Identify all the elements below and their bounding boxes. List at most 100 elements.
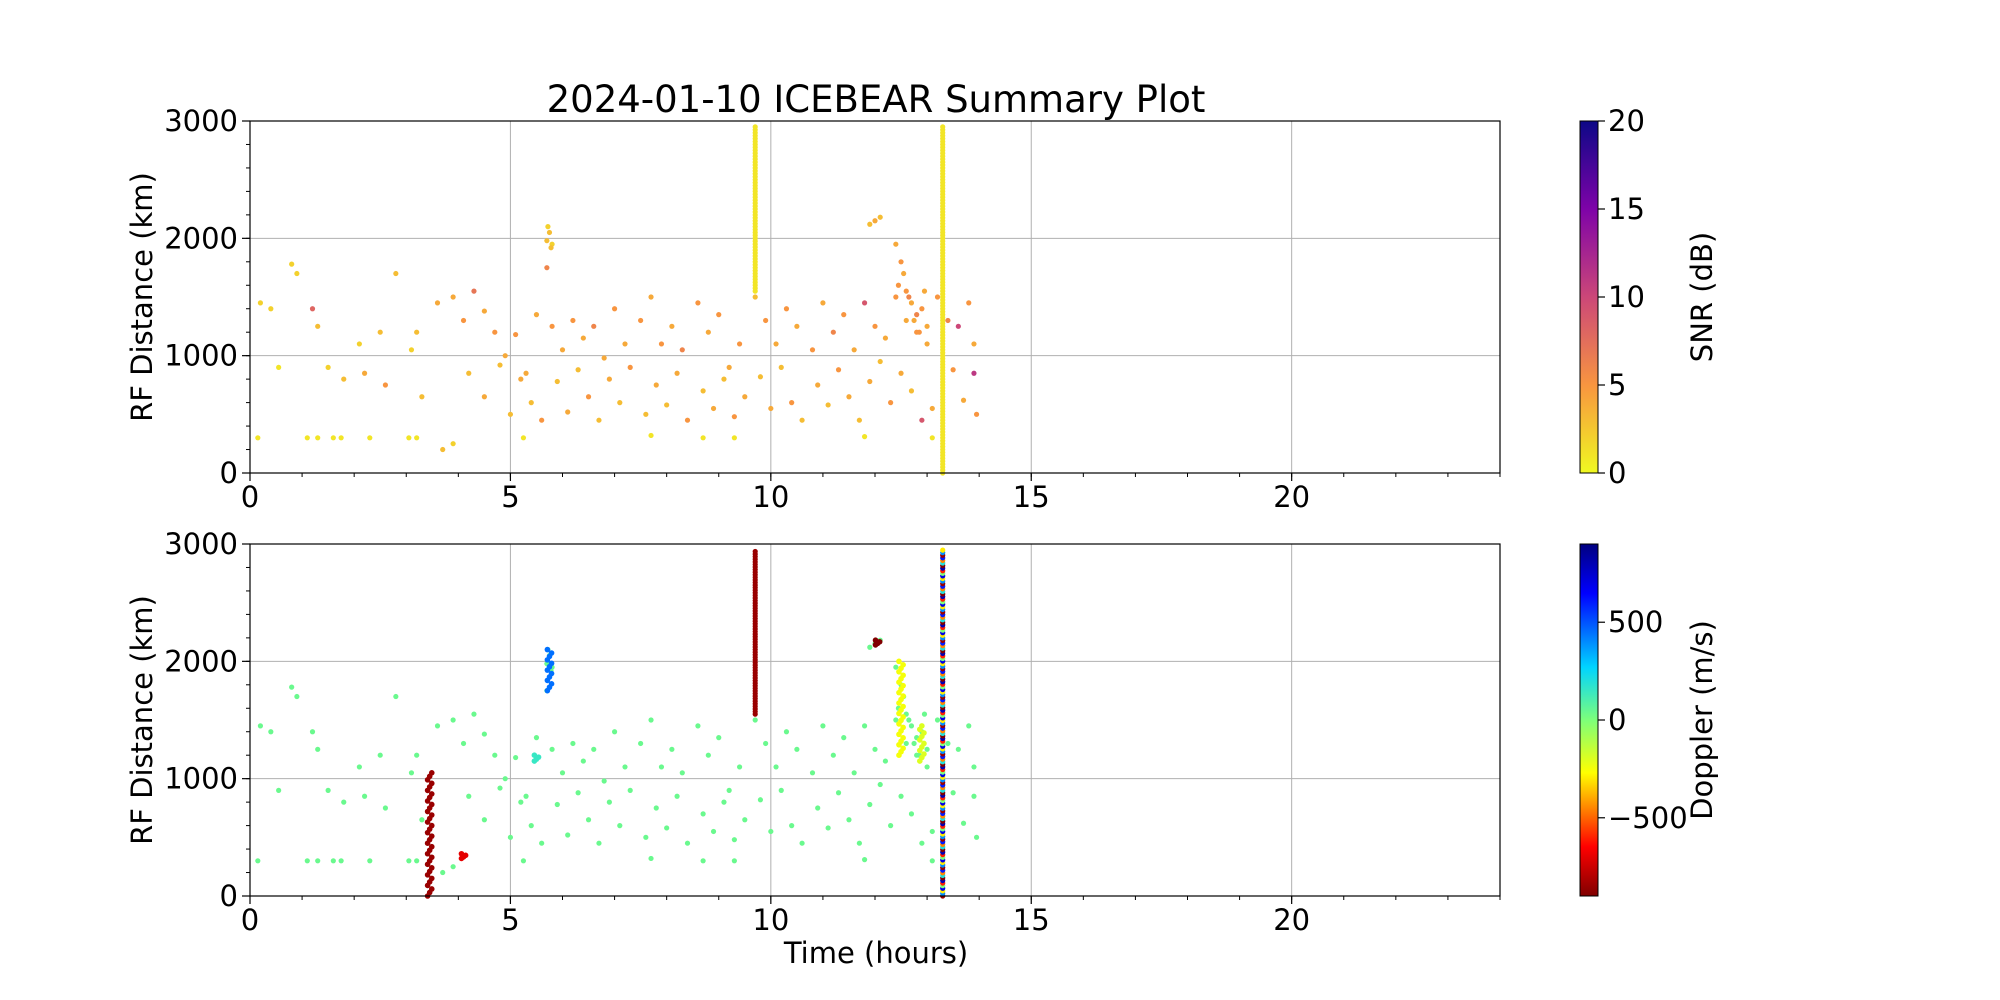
doppler-point <box>773 764 779 770</box>
doppler-point <box>809 770 816 776</box>
snr-point <box>929 405 935 412</box>
doppler-cluster-point <box>428 801 435 808</box>
doppler-point <box>835 790 842 796</box>
snr-point <box>778 364 784 370</box>
doppler-cluster-point <box>428 780 435 787</box>
y-tick-label: 2000 <box>164 221 238 255</box>
snr-streak-point <box>940 124 946 130</box>
snr-point <box>726 364 732 370</box>
snr-point <box>882 335 889 341</box>
doppler-point <box>492 752 498 758</box>
snr-point <box>325 364 331 370</box>
doppler-point <box>763 740 769 747</box>
snr-point <box>611 306 618 312</box>
snr-point <box>908 300 915 306</box>
doppler-point <box>893 664 899 670</box>
snr-point <box>820 300 826 306</box>
y-tick-label: 1000 <box>164 339 238 373</box>
snr-point <box>945 317 951 324</box>
snr-point <box>257 300 264 306</box>
snr-point <box>382 382 389 388</box>
doppler-cluster-point <box>531 752 538 758</box>
doppler-point <box>466 793 472 799</box>
doppler-point <box>434 723 441 729</box>
doppler-cluster-point <box>428 791 435 797</box>
doppler-point <box>882 758 889 764</box>
doppler-point <box>906 717 912 723</box>
snr-point <box>830 329 836 335</box>
snr-point <box>799 417 805 423</box>
doppler-point <box>268 729 274 735</box>
doppler-point <box>924 746 930 752</box>
snr-point <box>268 306 274 312</box>
snr-point <box>903 288 909 294</box>
snr-point <box>539 417 545 423</box>
colorbar-tick-label: 20 <box>1608 104 1645 138</box>
doppler-point <box>502 776 508 782</box>
doppler-point <box>731 858 737 864</box>
doppler-cluster-point <box>921 730 927 736</box>
doppler-cluster-point <box>428 865 435 871</box>
doppler-point <box>846 817 852 823</box>
y-tick-label: 3000 <box>164 527 238 561</box>
doppler-point <box>856 840 862 846</box>
snr-point <box>627 364 633 370</box>
snr-point <box>520 435 527 441</box>
doppler-point <box>872 746 878 752</box>
doppler-point <box>580 758 586 764</box>
snr-point <box>544 265 550 271</box>
snr-point <box>757 374 764 380</box>
doppler-point <box>513 754 519 761</box>
snr-point <box>450 441 456 447</box>
doppler-point <box>929 828 935 835</box>
snr-point <box>548 245 554 251</box>
doppler-point <box>481 731 487 737</box>
doppler-point <box>601 778 607 784</box>
doppler-point <box>408 770 415 776</box>
x-tick-label: 20 <box>1273 903 1310 937</box>
snr-point <box>929 435 935 441</box>
doppler-point <box>481 817 487 823</box>
doppler-point <box>325 787 331 794</box>
doppler-point <box>867 644 873 650</box>
snr-point <box>408 347 415 353</box>
snr-point <box>497 362 503 368</box>
doppler-point <box>825 825 831 831</box>
snr-point <box>835 367 842 373</box>
doppler-point <box>955 746 961 752</box>
snr-point <box>669 323 675 329</box>
doppler-cluster-point <box>548 670 555 677</box>
snr-point <box>414 329 420 335</box>
doppler-point <box>638 740 644 747</box>
doppler-cluster-point <box>900 693 906 699</box>
snr-point <box>502 353 508 359</box>
snr-point <box>916 329 922 335</box>
snr-point <box>895 282 902 288</box>
x-tick-label: 15 <box>1013 480 1050 514</box>
snr-point <box>872 218 878 224</box>
doppler-point <box>315 746 321 752</box>
doppler-point <box>973 834 980 840</box>
doppler-point <box>406 858 412 864</box>
x-axis-label: Time (hours) <box>783 936 968 970</box>
snr-colorbar <box>1579 120 1599 474</box>
snr-point <box>911 317 917 324</box>
snr-y-axis-label: RF Distance (km) <box>125 172 159 422</box>
snr-point <box>789 400 795 406</box>
snr-point <box>861 434 868 440</box>
doppler-point <box>382 805 389 811</box>
snr-point <box>471 288 477 294</box>
doppler-point <box>622 764 628 770</box>
doppler-point <box>934 717 941 723</box>
doppler-cluster-point <box>900 724 906 731</box>
doppler-point <box>945 740 951 747</box>
doppler-point <box>861 857 868 863</box>
doppler-point <box>830 752 836 758</box>
doppler-point <box>648 717 654 723</box>
snr-point <box>440 446 446 453</box>
doppler-point <box>820 723 826 729</box>
snr-point <box>648 294 654 300</box>
snr-point <box>653 382 659 388</box>
snr-point <box>695 300 701 306</box>
snr-point <box>971 370 977 376</box>
